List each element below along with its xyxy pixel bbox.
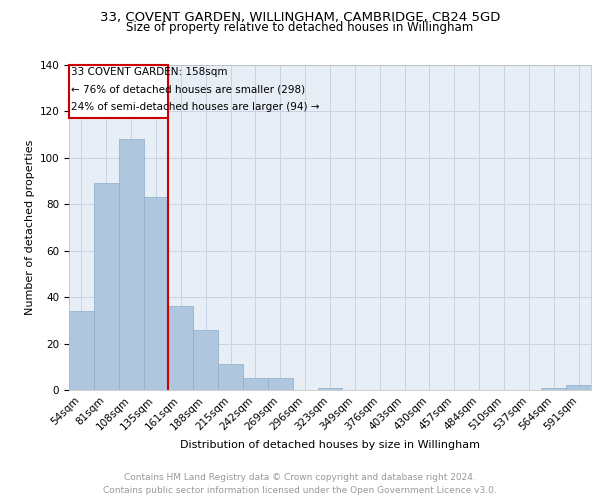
X-axis label: Distribution of detached houses by size in Willingham: Distribution of detached houses by size …	[180, 440, 480, 450]
Bar	[218, 364, 243, 390]
Bar	[69, 311, 94, 390]
Bar	[566, 386, 591, 390]
Text: Contains HM Land Registry data © Crown copyright and database right 2024.
Contai: Contains HM Land Registry data © Crown c…	[103, 474, 497, 495]
Text: 24% of semi-detached houses are larger (94) →: 24% of semi-detached houses are larger (…	[71, 102, 320, 112]
Bar	[119, 140, 143, 390]
Bar	[143, 198, 169, 390]
Bar	[541, 388, 566, 390]
Bar	[94, 184, 119, 390]
Bar	[317, 388, 343, 390]
Text: 33, COVENT GARDEN, WILLINGHAM, CAMBRIDGE, CB24 5GD: 33, COVENT GARDEN, WILLINGHAM, CAMBRIDGE…	[100, 11, 500, 24]
Y-axis label: Number of detached properties: Number of detached properties	[25, 140, 35, 315]
Bar	[169, 306, 193, 390]
Bar	[243, 378, 268, 390]
Bar	[193, 330, 218, 390]
Bar	[268, 378, 293, 390]
Text: ← 76% of detached houses are smaller (298): ← 76% of detached houses are smaller (29…	[71, 84, 305, 94]
FancyBboxPatch shape	[69, 65, 169, 118]
Text: 33 COVENT GARDEN: 158sqm: 33 COVENT GARDEN: 158sqm	[71, 68, 228, 78]
Text: Size of property relative to detached houses in Willingham: Size of property relative to detached ho…	[127, 21, 473, 34]
